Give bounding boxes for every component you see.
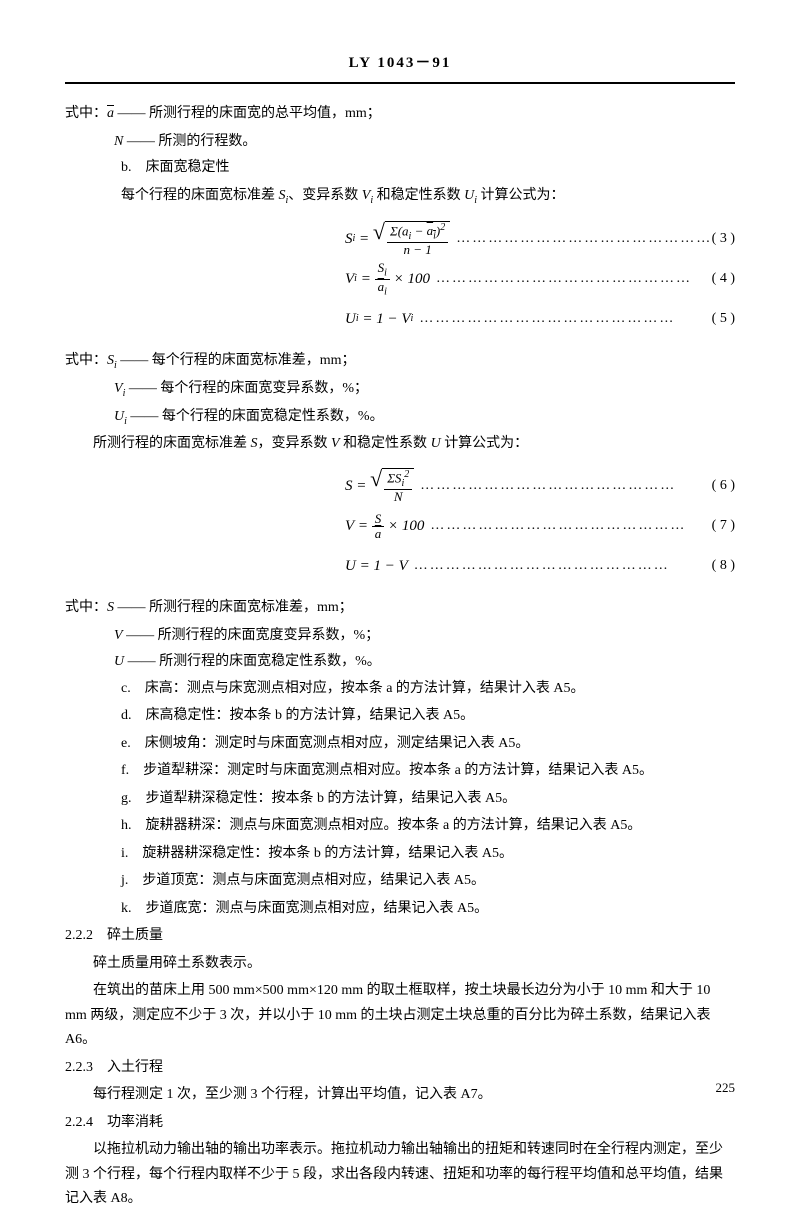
para-224: 以拖拉机动力输出轴的输出功率表示。拖拉机动力输出轴输出的扭矩和转速同时在全行程内… [65, 1138, 735, 1212]
eq6: S = √ΣSi2N [345, 468, 414, 504]
where2-s: 式中：Si —— 每个行程的床面宽标准差，mm； [65, 349, 735, 374]
item-b: b. 床面宽稳定性 [65, 156, 735, 181]
item-f: f. 步道犁耕深：测定时与床面宽测点相对应。按本条 a 的方法计算，结果记入表 … [65, 759, 735, 784]
eq3: Si = √Σ(ai − ai)2n − 1 [345, 221, 450, 257]
sec-222: 2.2.2 碎土质量 [65, 924, 735, 949]
where2-u: Ui —— 每个行程的床面宽稳定性系数，%。 [65, 405, 735, 430]
where2-v: Vi —— 每个行程的床面宽变异系数，%； [65, 377, 735, 402]
item-d: d. 床高稳定性：按本条 b 的方法计算，结果记入表 A5。 [65, 704, 735, 729]
page-number: 225 [716, 1077, 736, 1100]
item-e: e. 床侧坡角：测定时与床面宽测点相对应，测定结果记入表 A5。 [65, 732, 735, 757]
para-222a: 碎土质量用碎土系数表示。 [65, 952, 735, 977]
para-222b: 在筑出的苗床上用 500 mm×500 mm×120 mm 的取土框取样，按土块… [65, 979, 735, 1053]
doc-header: LY 1043－91 [65, 50, 735, 76]
item-g: g. 步道犁耕深稳定性：按本条 b 的方法计算，结果记入表 A5。 [65, 787, 735, 812]
formula-block-1: Si = √Σ(ai − ai)2n − 1 ………………………………………… … [65, 223, 735, 335]
sec-224: 2.2.4 功率消耗 [65, 1111, 735, 1136]
item-c: c. 床高：测点与床宽测点相对应，按本条 a 的方法计算，结果计入表 A5。 [65, 677, 735, 702]
eq7: V = Sa × 100 [345, 512, 424, 542]
item-h: h. 旋耕器耕深：测点与床面宽测点相对应。按本条 a 的方法计算，结果记入表 A… [65, 814, 735, 839]
eq4: Vi = Siai × 100 [345, 261, 430, 297]
eq8: U = 1 − V [345, 553, 408, 579]
para-223: 每行程测定 1 次，至少测 3 个行程，计算出平均值，记入表 A7。 [65, 1083, 735, 1108]
formula-block-2: S = √ΣSi2N ………………………………………… ( 6 ) V = Sa… [65, 470, 735, 582]
eq5: Ui = 1 − Vi [345, 306, 413, 332]
header-rule [65, 82, 735, 84]
item-j: j. 步道顶宽：测点与床面宽测点相对应，结果记入表 A5。 [65, 869, 735, 894]
where3-v: V —— 所测行程的床面宽度变异系数，%； [65, 624, 735, 649]
para-b: 每个行程的床面宽标准差 Si、变异系数 Vi 和稳定性系数 Ui 计算公式为： [65, 184, 735, 209]
sec-223: 2.2.3 入土行程 [65, 1056, 735, 1081]
where-a: 式中：a —— 所测行程的床面宽的总平均值，mm； [65, 102, 735, 127]
where3-s: 式中：S —— 所测行程的床面宽标准差，mm； [65, 596, 735, 621]
item-k: k. 步道底宽：测点与床面宽测点相对应，结果记入表 A5。 [65, 897, 735, 922]
item-i: i. 旋耕器耕深稳定性：按本条 b 的方法计算，结果记入表 A5。 [65, 842, 735, 867]
where-n: N —— 所测的行程数。 [65, 130, 735, 155]
para-all: 所测行程的床面宽标准差 S，变异系数 V 和稳定性系数 U 计算公式为： [65, 432, 735, 457]
where3-u: U —— 所测行程的床面宽稳定性系数，%。 [65, 650, 735, 675]
